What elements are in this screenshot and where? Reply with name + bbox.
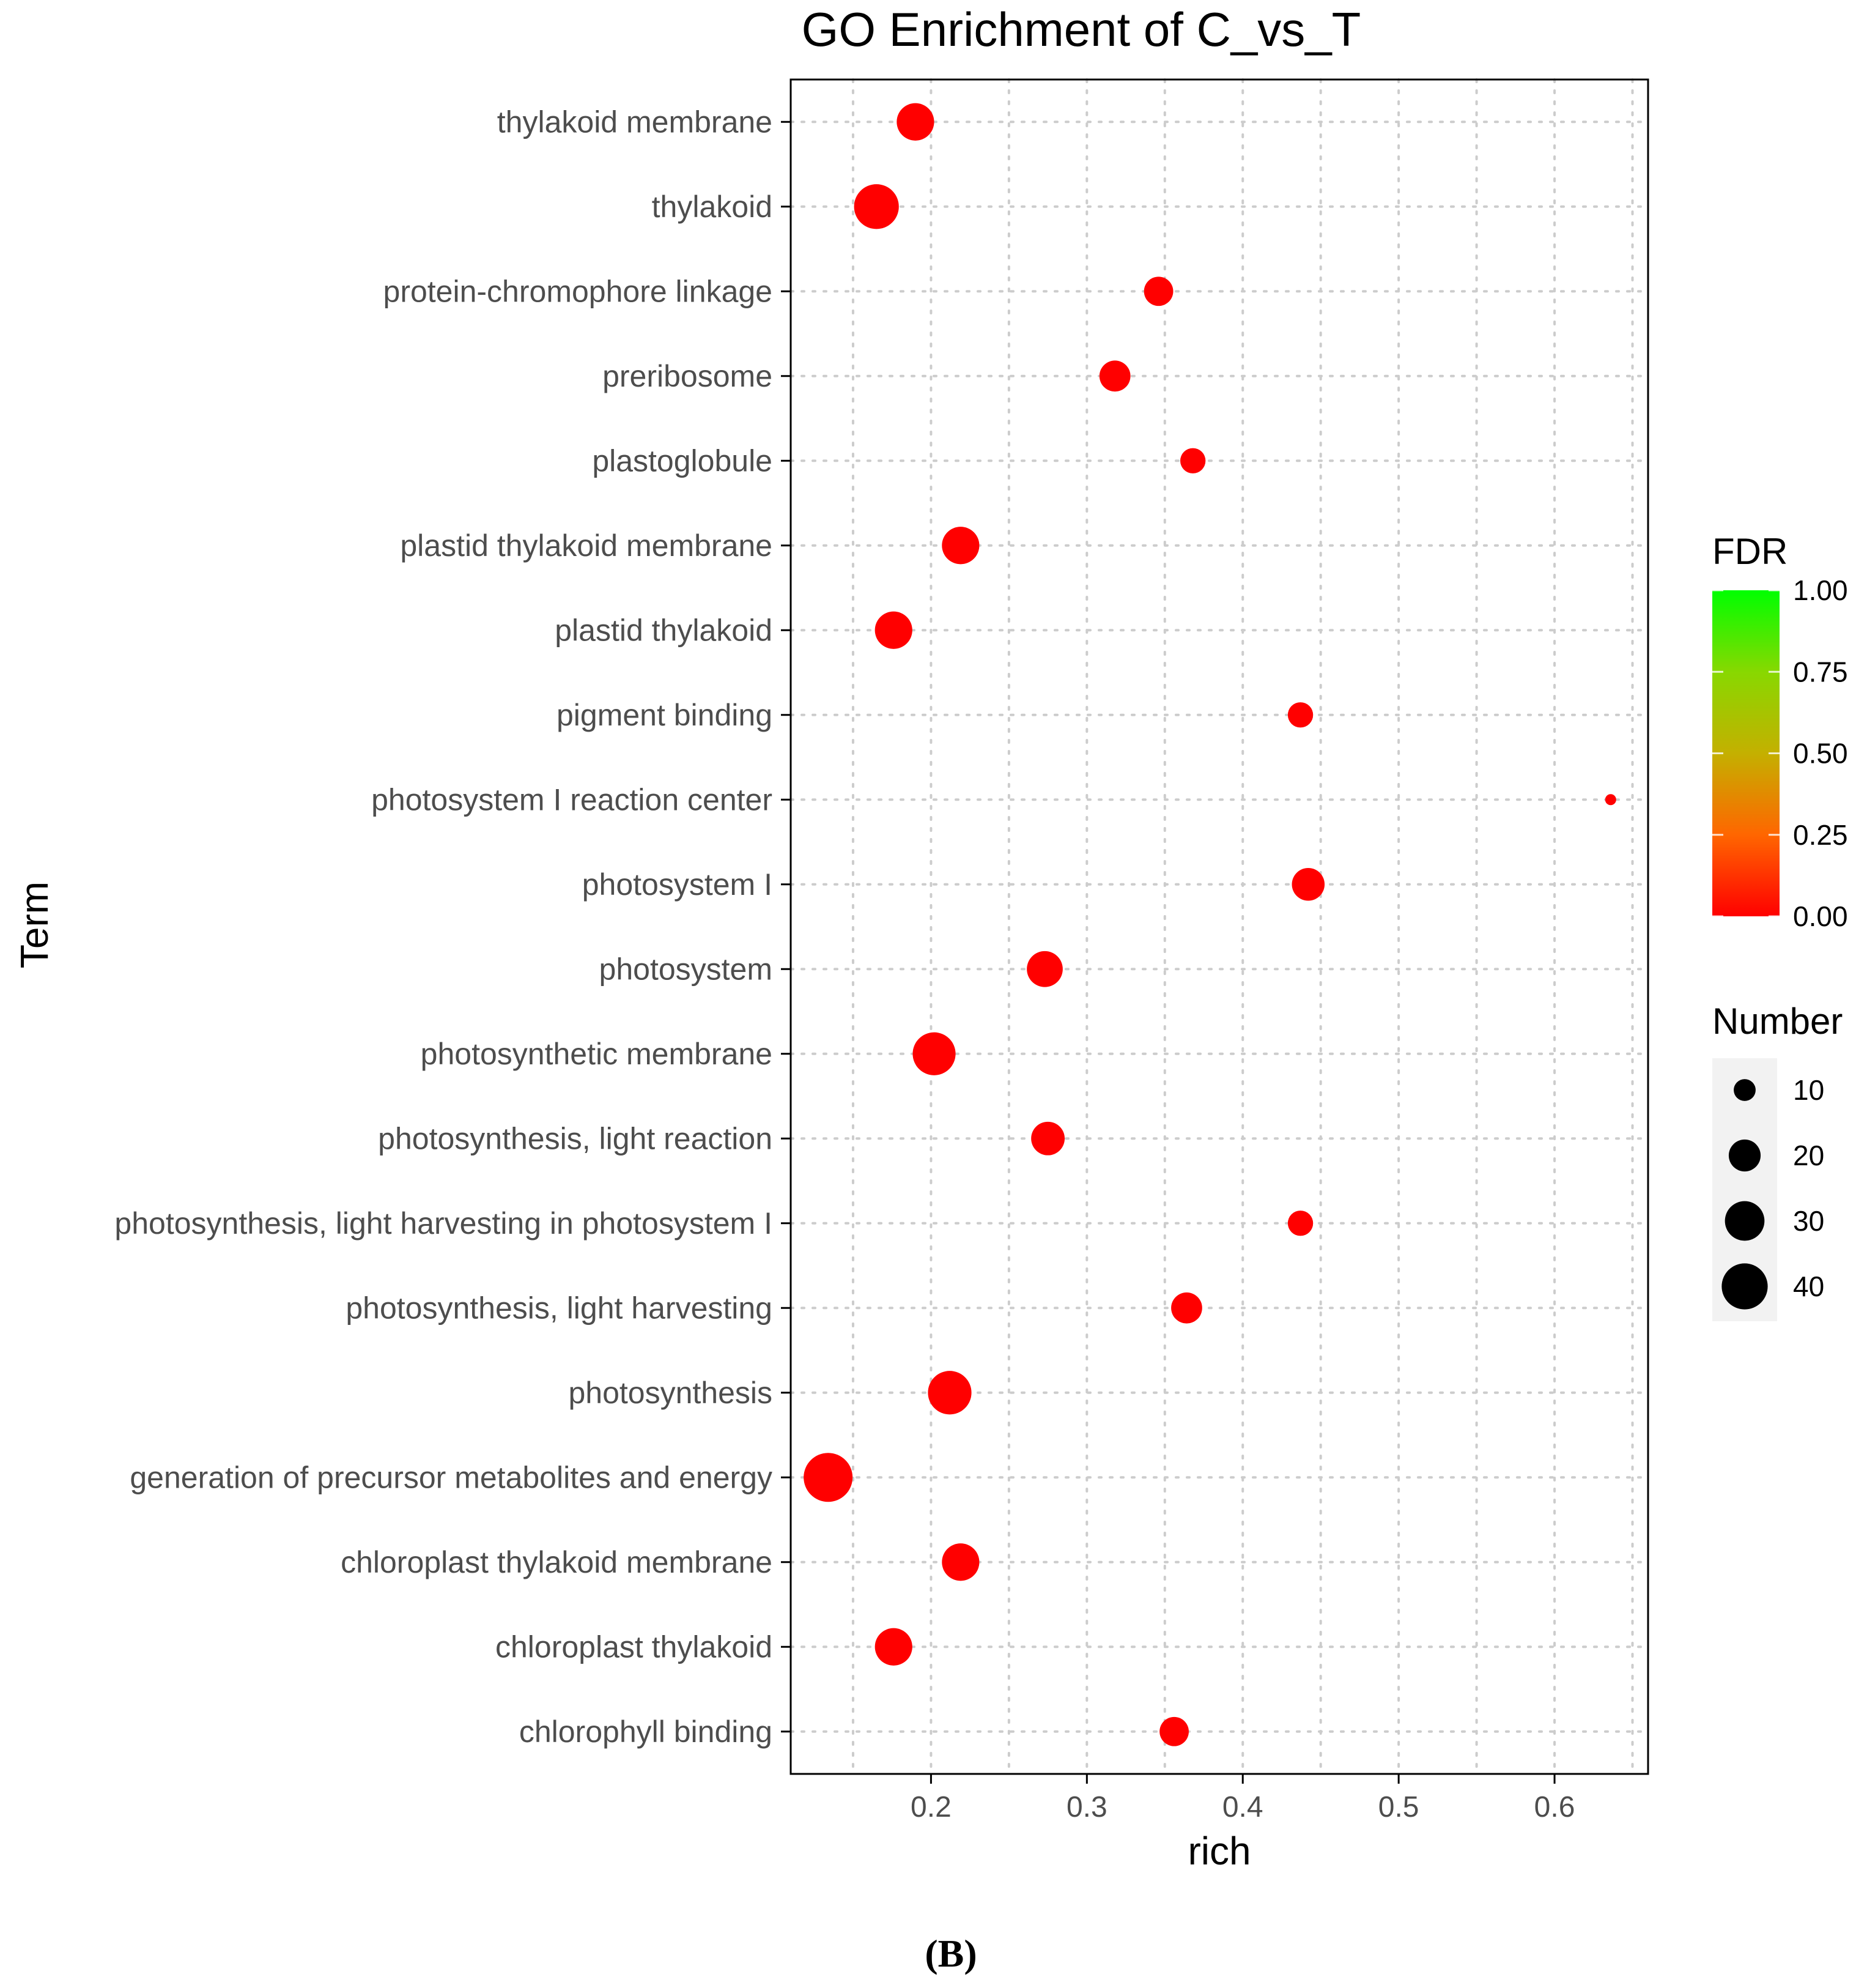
number-legend-keys: 10 20 30 40 <box>1721 1074 1824 1310</box>
y-tick-label: generation of precursor metabolites and … <box>130 1460 772 1494</box>
x-tick-label: 0.5 <box>1378 1791 1419 1823</box>
y-tick-label: photosynthesis <box>568 1376 772 1410</box>
y-tick-label: pigment binding <box>556 698 772 732</box>
y-tick-label: photosystem I <box>582 867 772 902</box>
y-tick-label: photosynthetic membrane <box>421 1037 772 1071</box>
data-point <box>1159 1716 1189 1746</box>
y-axis-title: Term <box>12 881 56 968</box>
data-point <box>1287 1211 1314 1236</box>
x-tick-label: 0.4 <box>1222 1791 1263 1823</box>
data-point <box>912 1032 956 1075</box>
data-point <box>928 1371 972 1415</box>
y-tick-label: plastoglobule <box>592 443 772 478</box>
number-legend-label: 10 <box>1793 1074 1824 1106</box>
number-legend-label: 20 <box>1793 1140 1824 1171</box>
plot-panel-border <box>789 78 1649 1775</box>
data-point <box>1171 1292 1202 1324</box>
data-point <box>942 1543 980 1581</box>
data-point <box>942 527 980 565</box>
data-point <box>1287 702 1314 728</box>
y-tick-label: chloroplast thylakoid <box>495 1630 772 1664</box>
data-point <box>874 1628 912 1666</box>
fdr-tick-label: 0.25 <box>1793 819 1848 851</box>
number-legend-key <box>1728 1139 1761 1172</box>
number-legend-key <box>1734 1079 1756 1101</box>
fdr-legend-title: FDR <box>1712 531 1788 572</box>
data-point <box>1144 276 1174 306</box>
data-point <box>804 1453 853 1502</box>
data-point <box>1292 867 1325 901</box>
y-tick-label: protein-chromophore linkage <box>383 274 772 308</box>
y-tick-label: preribosome <box>602 359 772 393</box>
y-tick-label: photosynthesis, light harvesting in phot… <box>114 1206 772 1241</box>
fdr-tick-label: 1.00 <box>1793 574 1848 606</box>
y-tick-label: chlorophyll binding <box>519 1715 772 1749</box>
y-tick-label: photosystem I reaction center <box>371 782 772 817</box>
data-point <box>874 611 912 649</box>
number-legend-key <box>1721 1263 1768 1310</box>
data-point <box>897 103 934 141</box>
y-axis: thylakoid membrane thylakoid protein-chrom… <box>114 105 791 1749</box>
x-tick-label: 0.2 <box>911 1791 952 1823</box>
y-tick-label: photosynthesis, light reaction <box>378 1121 772 1155</box>
y-tick-label: chloroplast thylakoid membrane <box>341 1545 772 1579</box>
data-point <box>1027 951 1063 987</box>
data-point <box>1099 360 1131 392</box>
data-point <box>854 184 899 229</box>
y-tick-label: thylakoid <box>652 190 772 224</box>
fdr-tick-label: 0.00 <box>1793 900 1848 932</box>
data-point <box>1031 1121 1065 1155</box>
number-legend-key <box>1725 1201 1765 1241</box>
number-legend-label: 40 <box>1793 1270 1824 1302</box>
number-legend-title: Number <box>1712 1001 1843 1042</box>
x-tick-label: 0.6 <box>1534 1791 1575 1823</box>
data-point <box>1180 448 1206 473</box>
data-point <box>1605 794 1616 806</box>
fdr-tick-label: 0.75 <box>1793 656 1848 688</box>
y-tick-label: photosystem <box>599 952 772 986</box>
fdr-colorbar <box>1712 590 1780 916</box>
y-tick-label: plastid thylakoid <box>555 613 772 647</box>
panel-label: (B) <box>925 1932 977 1975</box>
number-legend-label: 30 <box>1793 1205 1824 1237</box>
grid <box>789 78 1649 1775</box>
chart-title: GO Enrichment of C_vs_T <box>802 2 1361 56</box>
fdr-tick-label: 0.50 <box>1793 738 1848 770</box>
data-points <box>804 103 1616 1746</box>
fdr-legend-ticks: 1.00 0.75 0.50 0.25 0.00 <box>1712 574 1848 932</box>
y-tick-label: thylakoid membrane <box>497 105 772 139</box>
x-axis: 0.2 0.3 0.4 0.5 0.6 <box>911 1774 1575 1823</box>
y-tick-label: plastid thylakoid membrane <box>400 529 772 563</box>
x-tick-label: 0.3 <box>1067 1791 1107 1823</box>
x-axis-title: rich <box>1188 1829 1251 1873</box>
y-tick-label: photosynthesis, light harvesting <box>346 1291 772 1325</box>
